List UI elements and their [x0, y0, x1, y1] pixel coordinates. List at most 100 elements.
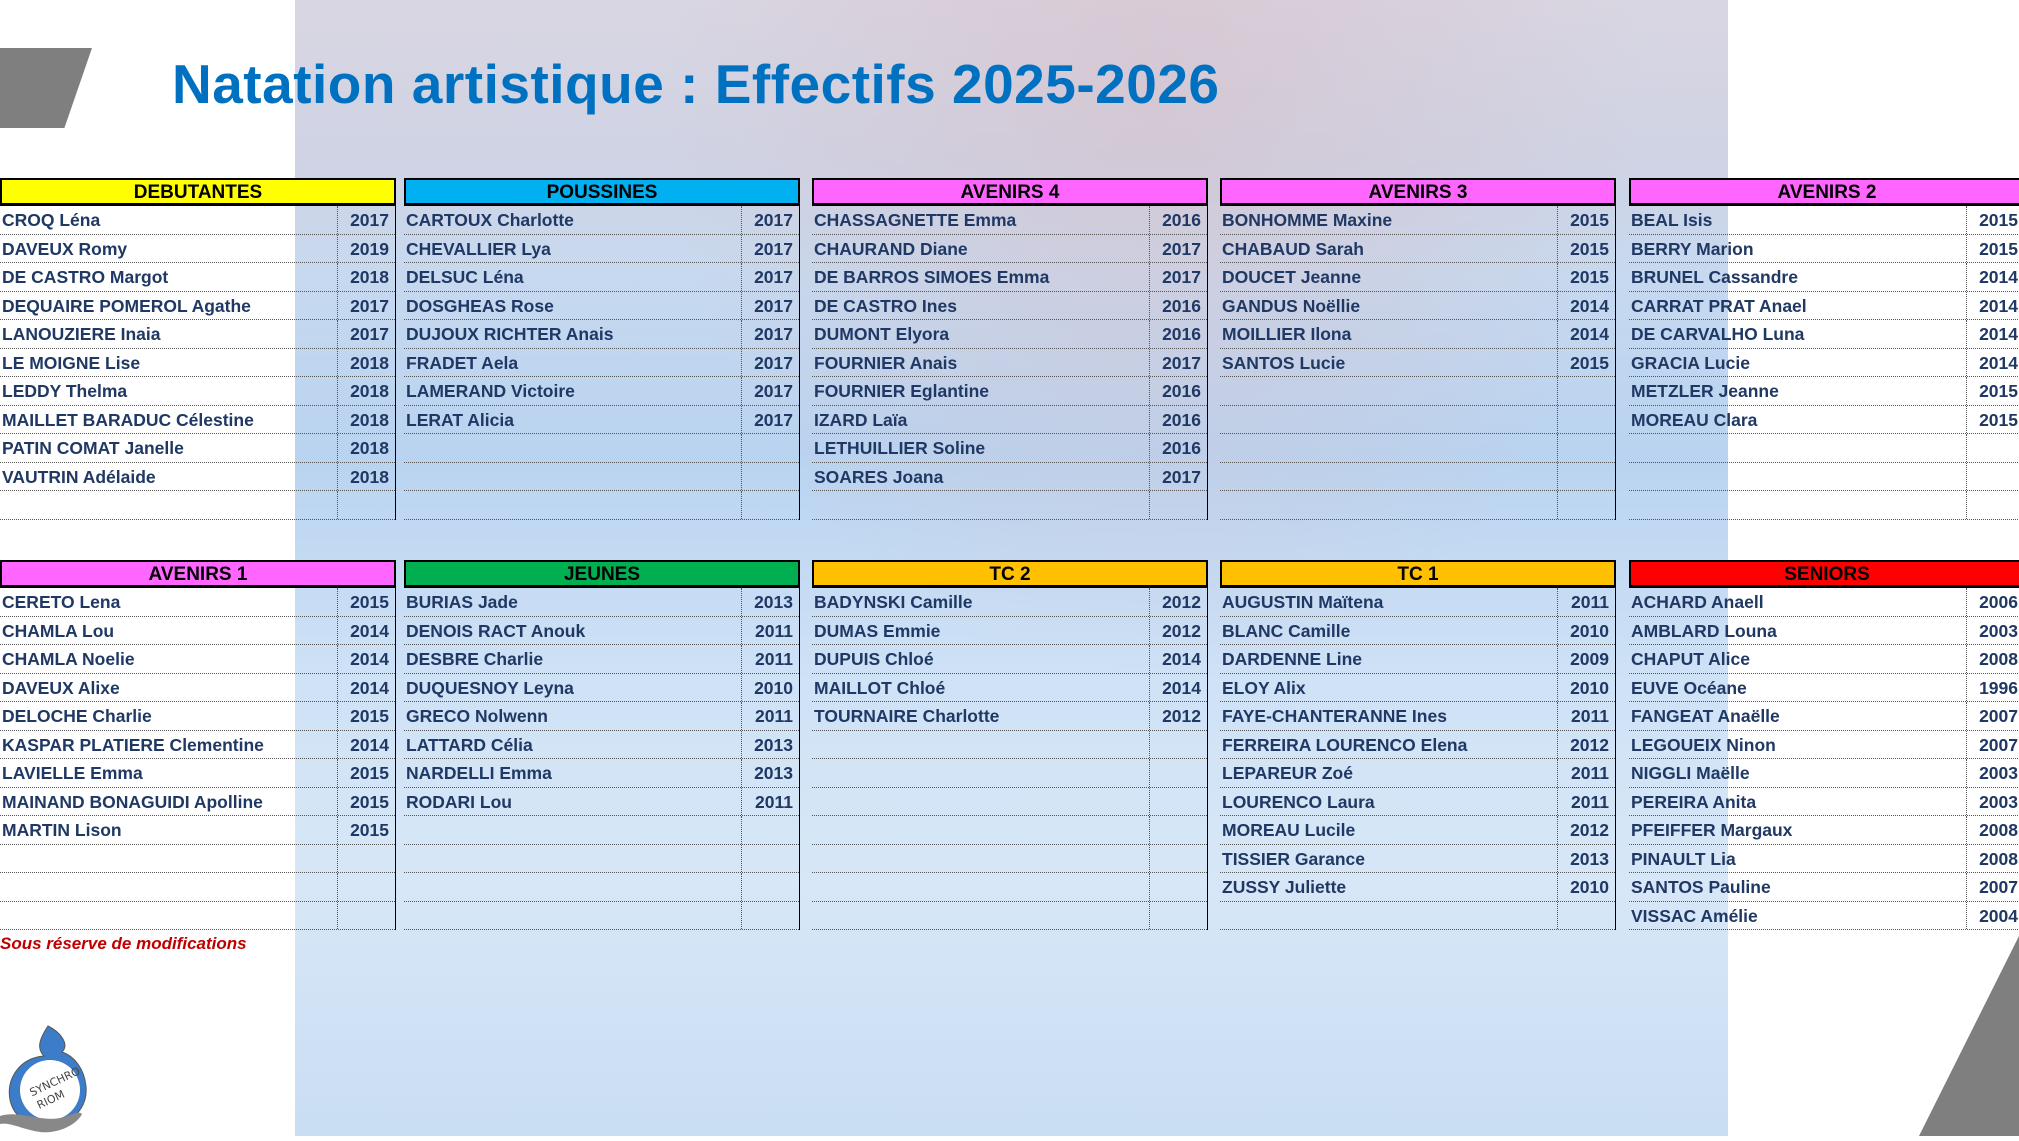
member-birth-year: 2010: [741, 673, 799, 701]
member-birth-year: 2016: [1149, 206, 1207, 234]
empty-row: [1629, 491, 2019, 520]
member-row: LERAT Alicia 2017: [404, 405, 799, 434]
group-header: JEUNES: [404, 560, 800, 588]
member-name: LE MOIGNE Lise: [2, 352, 141, 373]
member-birth-year: [1966, 434, 2019, 462]
member-birth-year: 2012: [1557, 730, 1615, 758]
member-row: RODARI Lou 2011: [404, 787, 799, 816]
member-birth-year: [337, 491, 395, 519]
member-name: PATIN COMAT Janelle: [2, 438, 184, 458]
member-name: DARDENNE Line: [1222, 649, 1363, 669]
empty-row: [404, 873, 799, 902]
member-row: BONHOMME Maxine 2015: [1220, 206, 1615, 235]
member-birth-year: 2017: [1149, 263, 1207, 291]
empty-row: [404, 901, 799, 930]
member-name: LAMERAND Victoire: [406, 381, 575, 401]
member-birth-year: 2017: [1149, 234, 1207, 262]
member-birth-year: [1557, 434, 1615, 462]
empty-row: [812, 730, 1207, 759]
member-birth-year: 2016: [1149, 320, 1207, 348]
member-name: FANGEAT Anaëlle: [1631, 706, 1780, 726]
member-birth-year: 2003: [1966, 759, 2019, 787]
member-name: [812, 816, 1149, 844]
member-name: FOURNIER Anais: [814, 352, 958, 373]
decorative-shape-top-left: [0, 48, 92, 128]
member-name: CROQ Léna: [2, 210, 101, 230]
empty-row: [0, 901, 395, 930]
member-birth-year: 2011: [1557, 787, 1615, 815]
member-birth-year: [1966, 491, 2019, 519]
member-birth-year: 2014: [1557, 320, 1615, 348]
empty-row: [404, 844, 799, 873]
member-name: ZUSSY Juliette: [1222, 877, 1347, 897]
member-name: MAINAND BONAGUIDI Apolline: [2, 791, 263, 812]
member-row: DUMAS Emmie 2012: [812, 616, 1207, 645]
member-name: MAILLET BARADUC Célestine: [2, 409, 254, 430]
member-birth-year: 2017: [741, 377, 799, 405]
member-birth-year: 2015: [337, 588, 395, 616]
group-header: TC 2: [812, 560, 1208, 588]
member-birth-year: 2014: [1966, 263, 2019, 291]
group-members: BONHOMME Maxine 2015 CHABAUD Sarah 2015 DOUC…: [1220, 206, 1616, 520]
member-name: DE CASTRO Margot: [2, 267, 169, 287]
member-birth-year: 2004: [1966, 901, 2019, 929]
member-birth-year: 2011: [1557, 759, 1615, 787]
member-name: [404, 845, 741, 873]
group-header: POUSSINES: [404, 178, 800, 206]
member-birth-year: [1149, 901, 1207, 929]
member-name: GANDUS Noëllie: [1222, 295, 1361, 316]
member-row: LOURENCO Laura 2011: [1220, 787, 1615, 816]
member-birth-year: [741, 901, 799, 929]
member-row: LATTARD Célia 2013: [404, 730, 799, 759]
member-row: METZLER Jeanne 2015: [1629, 377, 2019, 406]
member-name: [1220, 491, 1557, 519]
member-row: CHAMLA Noelie 2014: [0, 645, 395, 674]
member-row: MARTIN Lison 2015: [0, 816, 395, 845]
member-row: DUQUESNOY Leyna 2010: [404, 673, 799, 702]
member-row: KASPAR PLATIERE Clementine 2014: [0, 730, 395, 759]
member-birth-year: 2014: [1966, 348, 2019, 376]
member-name: DUMAS Emmie: [814, 620, 941, 641]
member-row: MOREAU Lucile 2012: [1220, 816, 1615, 845]
member-birth-year: 1996: [1966, 673, 2019, 701]
member-birth-year: 2011: [741, 702, 799, 730]
member-name: [812, 731, 1149, 759]
member-row: GRACIA Lucie 2014: [1629, 348, 2019, 377]
member-birth-year: 2018: [337, 462, 395, 490]
member-birth-year: 2003: [1966, 787, 2019, 815]
empty-row: [1629, 434, 2019, 463]
member-birth-year: 2006: [1966, 588, 2019, 616]
member-birth-year: [741, 491, 799, 519]
member-row: MOREAU Clara 2015: [1629, 405, 2019, 434]
member-name: MOREAU Lucile: [1222, 820, 1356, 840]
member-birth-year: [741, 816, 799, 844]
member-row: NIGGLI Maëlle 2003: [1629, 759, 2019, 788]
member-birth-year: [1149, 491, 1207, 519]
member-birth-year: [1557, 901, 1615, 929]
member-row: DUMONT Elyora 2016: [812, 320, 1207, 349]
group-tc-1: TC 1 AUGUSTIN Maïtena 2011 BLANC Camille 201…: [1220, 560, 1616, 930]
member-birth-year: 2018: [337, 263, 395, 291]
member-name: LATTARD Célia: [406, 734, 533, 755]
member-birth-year: 2009: [1557, 645, 1615, 673]
member-name: DUQUESNOY Leyna: [406, 677, 574, 698]
group-header: AVENIRS 2: [1629, 178, 2019, 206]
member-row: CHAURAND Diane 2017: [812, 234, 1207, 263]
member-birth-year: 2017: [337, 206, 395, 234]
member-row: LANOUZIERE Inaia 2017: [0, 320, 395, 349]
member-row: MAINAND BONAGUIDI Apolline 2015: [0, 787, 395, 816]
member-name: [404, 873, 741, 901]
member-birth-year: 2011: [1557, 702, 1615, 730]
member-name: LERAT Alicia: [406, 409, 514, 430]
member-row: LAVIELLE Emma 2015: [0, 759, 395, 788]
member-birth-year: 2014: [337, 645, 395, 673]
member-birth-year: 2013: [1557, 844, 1615, 872]
empty-row: [1220, 405, 1615, 434]
member-birth-year: 2007: [1966, 873, 2019, 901]
member-row: ZUSSY Juliette 2010: [1220, 873, 1615, 902]
member-birth-year: [1557, 462, 1615, 490]
member-name: DE CASTRO Ines: [814, 295, 957, 316]
member-birth-year: 2015: [1557, 263, 1615, 291]
member-row: CHAMLA Lou 2014: [0, 616, 395, 645]
member-name: LOURENCO Laura: [1222, 791, 1375, 812]
